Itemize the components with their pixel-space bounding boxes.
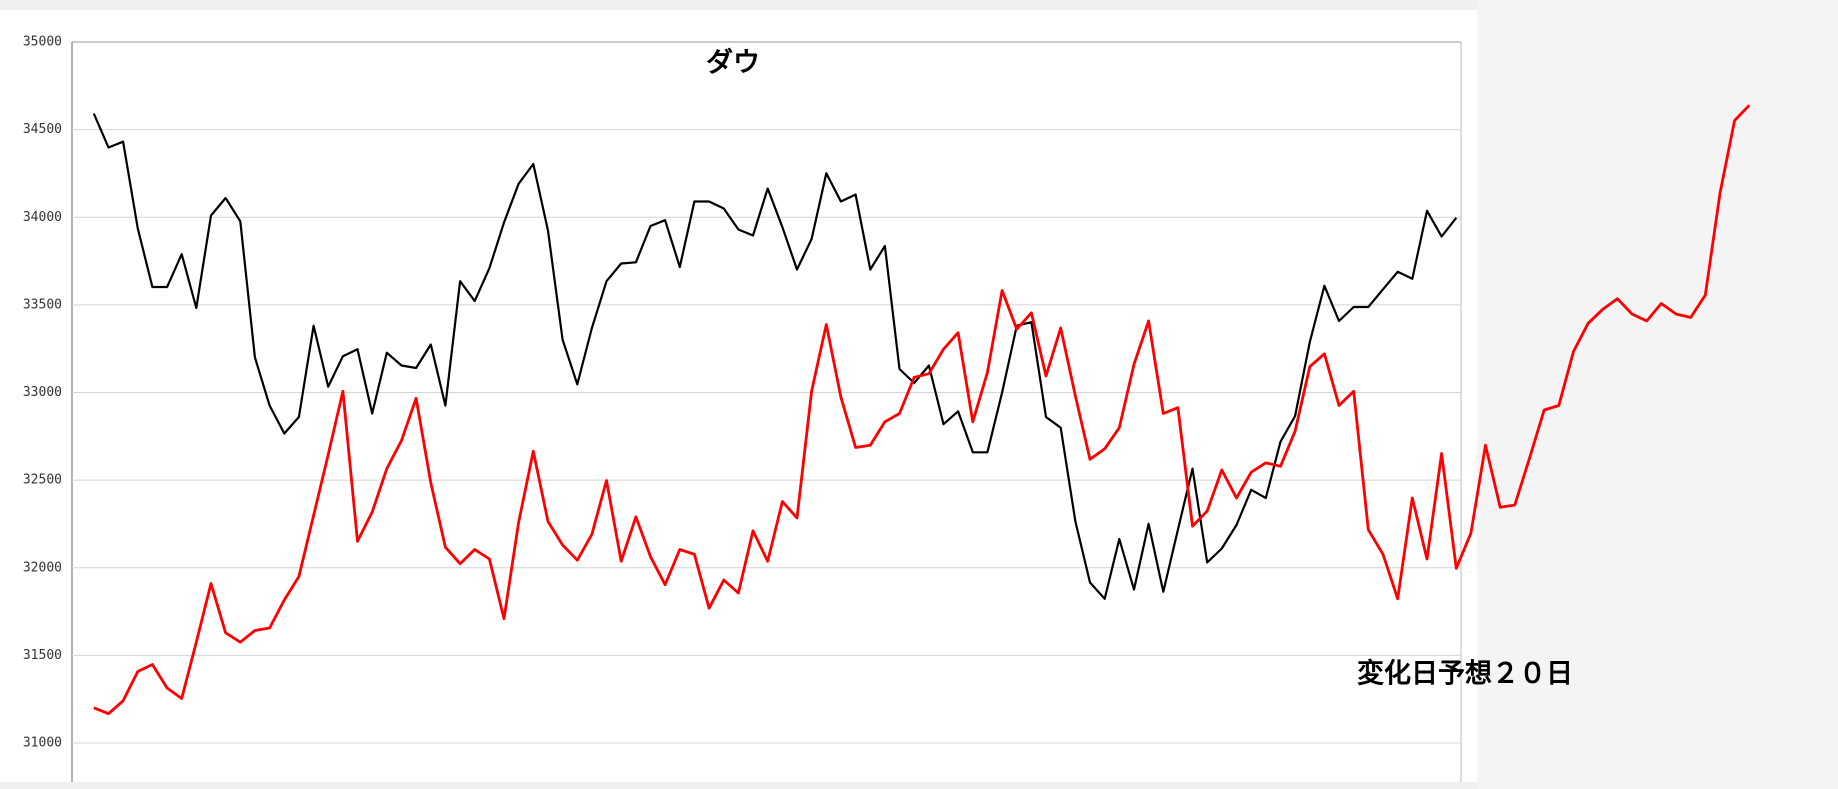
y-tick-label: 33500: [23, 297, 62, 312]
y-tick-label: 33000: [23, 385, 62, 400]
series-line: [92, 113, 1458, 600]
y-tick-label: 32500: [23, 473, 62, 488]
series-line: [93, 104, 1751, 716]
y-tick-label: 31500: [23, 648, 62, 663]
annotation: 変化日予想２０日: [1357, 658, 1573, 690]
side-panel: [1477, 0, 1838, 789]
y-tick-label: 34000: [23, 210, 62, 225]
y-tick-label: 32000: [23, 560, 62, 575]
chart-title: ダウ: [706, 47, 760, 79]
y-tick-label: 34500: [23, 122, 62, 137]
y-tick-label: 35000: [23, 35, 62, 50]
chart-area: [0, 10, 1477, 782]
y-tick-label: 31000: [23, 736, 62, 751]
